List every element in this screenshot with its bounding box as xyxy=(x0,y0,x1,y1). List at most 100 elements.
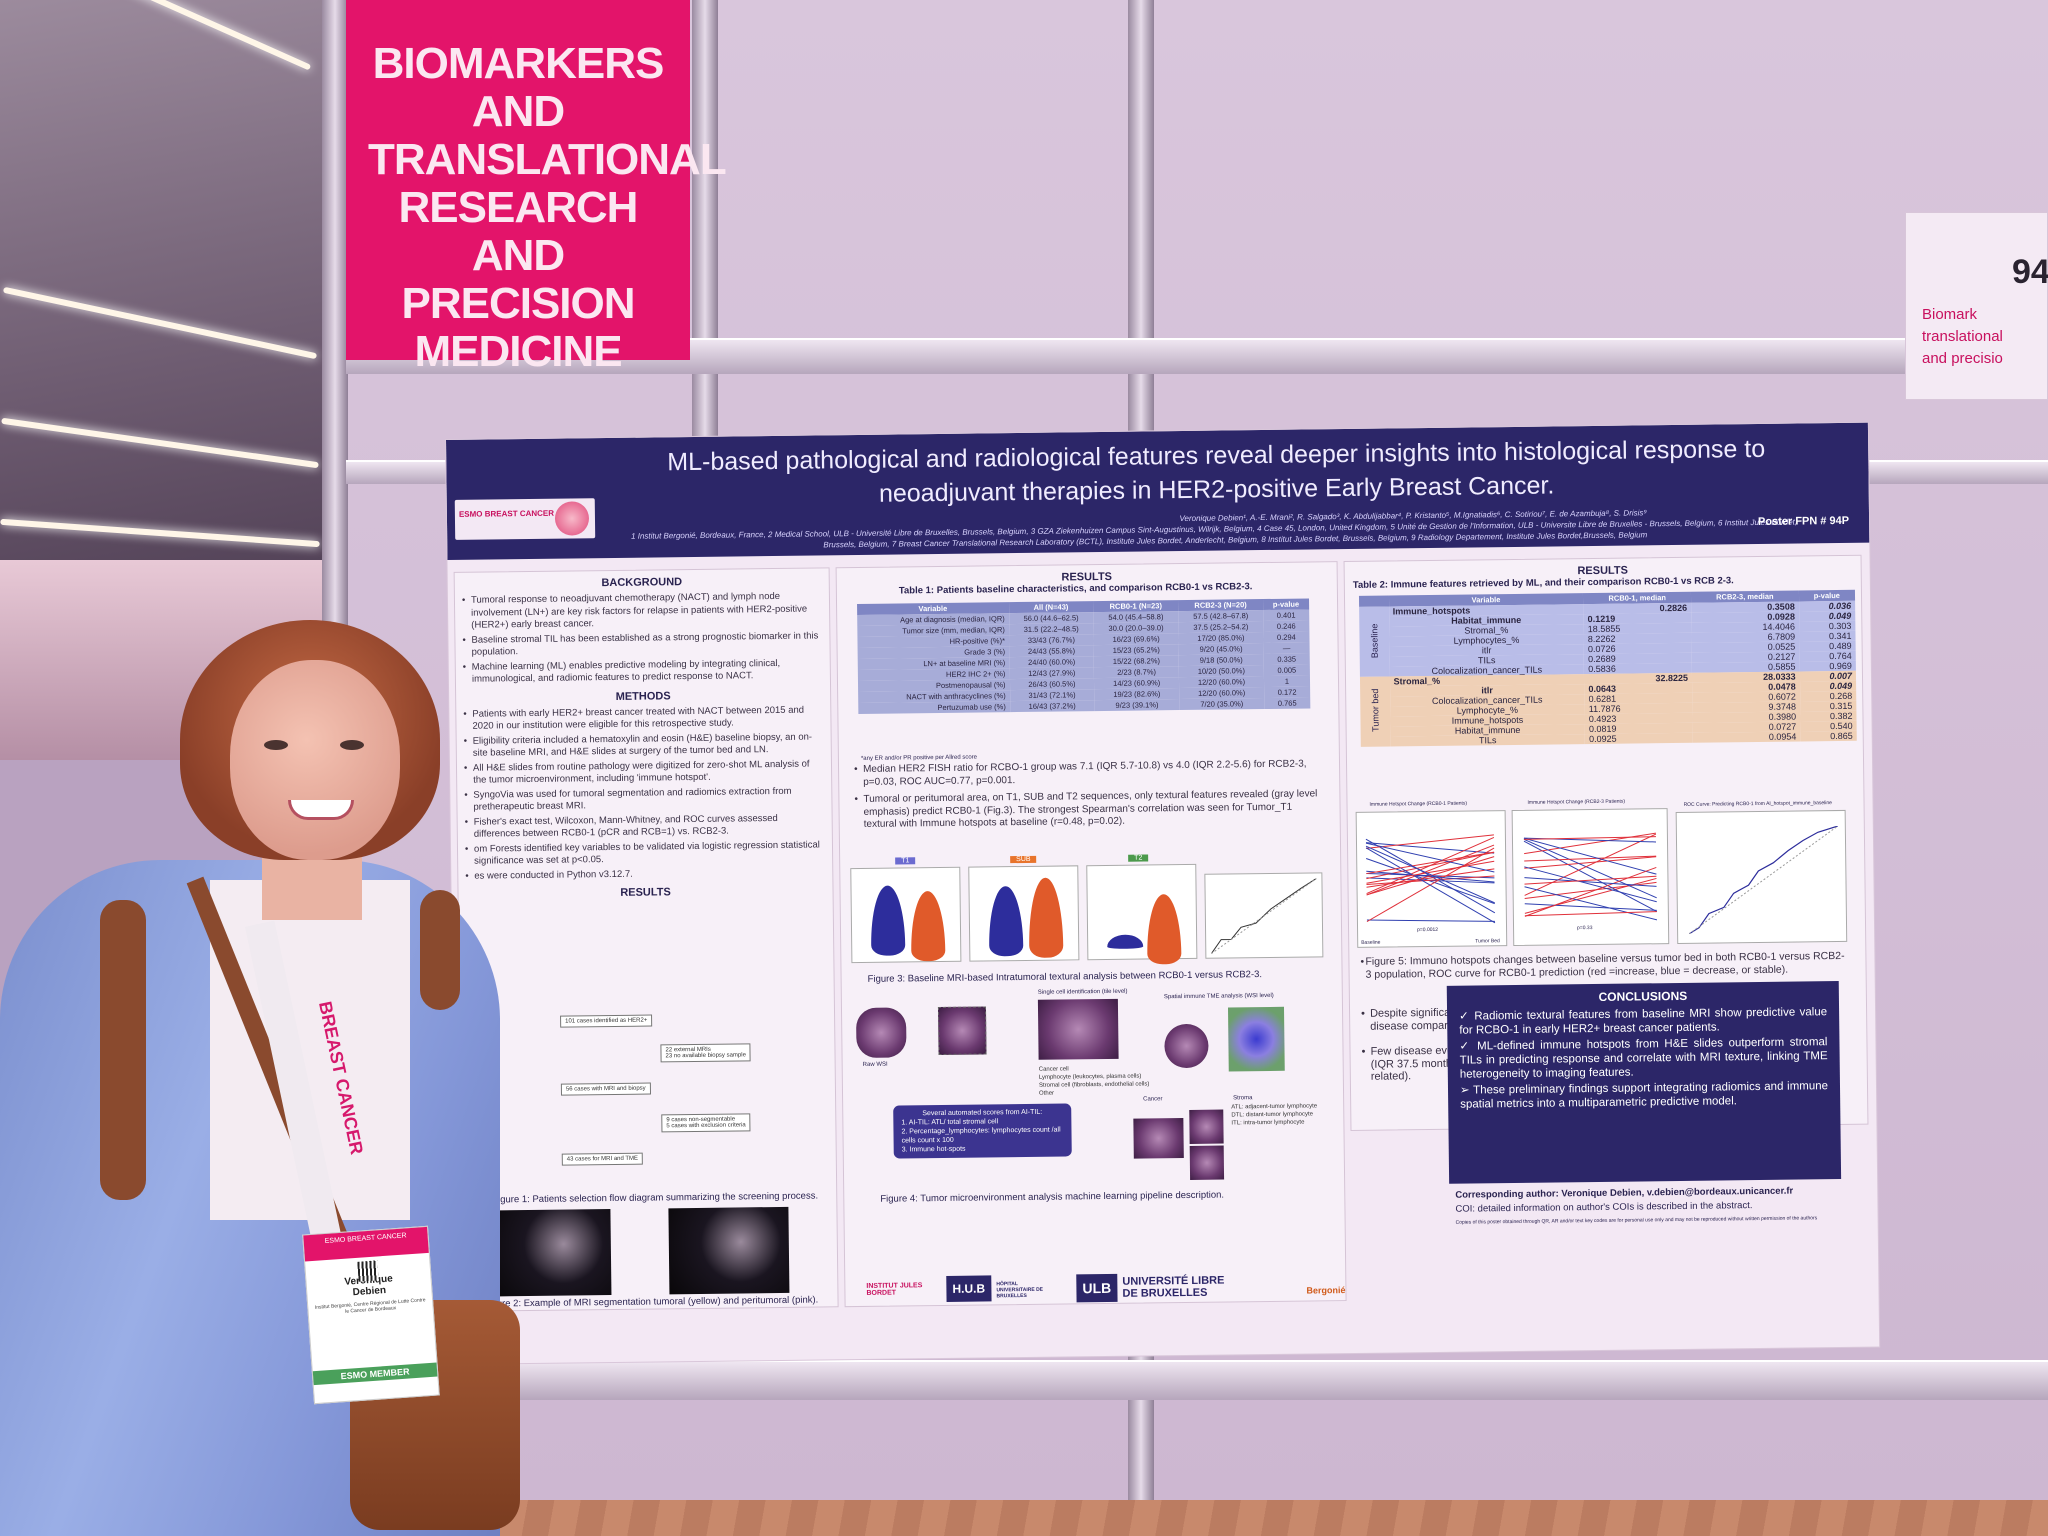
eye xyxy=(264,740,288,750)
table-2: Variable RCB0-1, median RCB2-3, median p-va… xyxy=(1358,589,1857,747)
table-cell: 0.489 xyxy=(1799,640,1856,652)
table-cell: 0.049 xyxy=(1798,610,1856,622)
coi-statement: COI: detailed information on author's CO… xyxy=(1455,1200,1753,1215)
stroma-tile xyxy=(1189,1145,1225,1180)
conclusion-item: ✓ Radiomic textural features from baseli… xyxy=(1459,1006,1828,1037)
patient-line xyxy=(1366,870,1495,883)
table-1-note: *any ER and/or PR positive per Allred sc… xyxy=(860,754,978,762)
board-rail xyxy=(346,1360,2048,1400)
roc-curve xyxy=(1688,826,1839,934)
plot-title: Immune Hotspot Change (RCB2-3 Patients) xyxy=(1527,798,1626,806)
cancer-tile xyxy=(1133,1118,1184,1159)
ai-til-scores-box: Several automated scores from AI-TIL: 1.… xyxy=(893,1103,1072,1159)
patient-line xyxy=(1366,875,1495,885)
track-sign-line: MEDICINE xyxy=(414,327,622,376)
cell-legend: Cancer cell Lymphocyte (leukocytes, plas… xyxy=(1038,1066,1150,1097)
track-sign-line: RESEARCH AND xyxy=(398,183,639,280)
patient-line xyxy=(1524,877,1657,887)
patient-line xyxy=(1524,911,1657,917)
figure-2-caption: Figure 2: Example of MRI segmentation tu… xyxy=(483,1294,819,1310)
table-header-cell: p-value xyxy=(1262,598,1310,611)
wsi-image xyxy=(855,1007,907,1059)
patient-line xyxy=(1524,866,1657,917)
flow-box: 43 cases for MRI and TME xyxy=(561,1152,644,1166)
plot-title: Immune Hotspot Change (RCB0-1 Patients) xyxy=(1369,800,1468,808)
table-cell: 0.0925 xyxy=(1585,732,1693,745)
table-cell: 0.007 xyxy=(1799,670,1857,682)
bergonie-logo: Bergonié xyxy=(1306,1285,1346,1296)
conclusions-heading: CONCLUSIONS xyxy=(1598,988,1688,1004)
figure-1-caption: Figure 1: Patients selection flow diagra… xyxy=(492,1190,819,1206)
face xyxy=(230,660,400,860)
patient-line xyxy=(1524,866,1657,903)
patient-line xyxy=(1524,903,1657,911)
track-sign: BIOMARKERS AND TRANSLATIONAL RESEARCH AN… xyxy=(346,0,727,376)
track-sign-line: BIOMARKERS AND xyxy=(372,39,665,136)
backpack-strap xyxy=(100,900,146,1200)
patient-line xyxy=(1524,832,1656,855)
patient-line xyxy=(1366,834,1494,849)
cell-identification-image xyxy=(1037,998,1119,1060)
pipeline-label: Spatial immune TME analysis (WSI level) xyxy=(1163,992,1274,1001)
poster-fpn: Poster FPN # 94P xyxy=(1757,514,1850,528)
flow-box: 56 cases with MRI and biopsy xyxy=(560,1082,651,1096)
table-cell: 1 xyxy=(1263,675,1311,688)
patient-line xyxy=(1523,837,1657,875)
poster-title: ML-based pathological and radiological f… xyxy=(667,434,1766,508)
qr-code-icon xyxy=(357,1260,379,1282)
poster-number-track: translational xyxy=(1922,328,2003,345)
table-cell: 0.764 xyxy=(1799,650,1856,662)
table-cell: 0.049 xyxy=(1799,680,1857,692)
figure-5-caption: Figure 5: Immuno hotspots changes betwee… xyxy=(1353,950,1853,981)
patient-line xyxy=(1524,856,1657,869)
figure-5: Immune Hotspot Change (RCB0-1 Patients) … xyxy=(1355,796,1857,952)
eye xyxy=(340,740,364,750)
hub-logo: H.U.B xyxy=(946,1275,992,1302)
tme-map-image xyxy=(1164,1023,1209,1069)
patient-line xyxy=(1366,856,1495,896)
tme-density-image xyxy=(1227,1006,1285,1072)
table-cell: 7/20 (35.0%) xyxy=(1179,698,1265,711)
right-column: RESULTS Table 2: Immune features retriev… xyxy=(1343,554,1869,1132)
scientific-poster: ESMO BREAST CANCER ML-based pathological… xyxy=(446,422,1880,1364)
institution-logos: INSTITUT JULES BORDET H.U.B HÔPITAL UNIV… xyxy=(866,1270,1426,1317)
plot-xlabel: Baseline xyxy=(1361,939,1381,946)
table-cell: 0.2826 xyxy=(1583,602,1692,615)
roc-curve xyxy=(1210,878,1317,954)
presenter: BREAST CANCER ESMO BREAST CANCER Veroniq… xyxy=(0,620,520,1536)
table-cell: 0.246 xyxy=(1263,620,1310,633)
table-cell: 16/43 (37.2%) xyxy=(1009,700,1095,713)
patient-line xyxy=(1524,833,1657,896)
hotspot-lines-rcb23 xyxy=(1523,832,1658,921)
hotspot-lines-rcb01 xyxy=(1365,834,1496,924)
poster-number-track: and precisio xyxy=(1922,350,2003,367)
board-pillar xyxy=(692,0,718,500)
table-cell: 0.382 xyxy=(1800,710,1857,722)
conclusions-box: CONCLUSIONS ✓ Radiomic textural features… xyxy=(1446,981,1842,1184)
table-cell: 0.036 xyxy=(1798,600,1856,612)
badge-member: ESMO MEMBER xyxy=(312,1362,438,1386)
table-cell: 0.0954 xyxy=(1692,731,1801,743)
table-cell: 0.172 xyxy=(1263,686,1311,699)
violin-label-t1: T1 xyxy=(895,857,916,865)
patient-line xyxy=(1523,840,1658,912)
poster-header: ESMO BREAST CANCER ML-based pathological… xyxy=(446,422,1870,560)
poster-number: 94 xyxy=(2012,253,2048,291)
figure-3-caption: Figure 3: Baseline MRI-based Intratumora… xyxy=(867,969,1263,985)
group-label: Tumor bed xyxy=(1369,689,1381,733)
patient-line xyxy=(1524,875,1657,885)
results-bullet: Tumoral or peritumoral area, on T1, SUB … xyxy=(847,788,1327,831)
plot-pvalue: p=0.33 xyxy=(1577,925,1593,932)
patient-line xyxy=(1366,844,1495,896)
badge-org: Institut Bergonié, Centre Régional de Lu… xyxy=(314,1297,426,1315)
mri-image xyxy=(668,1206,790,1295)
pipeline-label: Raw WSI xyxy=(862,1061,888,1068)
patient-line xyxy=(1524,855,1657,862)
ulb-logo-text: UNIVERSITÉ LIBRE DE BRUXELLES xyxy=(1122,1274,1225,1300)
figure-3: T1 SUB T2 xyxy=(850,852,1331,968)
pipeline-label: Single cell identification (tile level) xyxy=(1037,988,1128,996)
violin-label-t2: T2 xyxy=(1128,854,1149,862)
plot-pvalue: p=0.0012 xyxy=(1417,926,1439,934)
tile-label: Cancer xyxy=(1143,1096,1163,1103)
name-badge: ESMO BREAST CANCER Veronique Debien Inst… xyxy=(302,1225,440,1405)
